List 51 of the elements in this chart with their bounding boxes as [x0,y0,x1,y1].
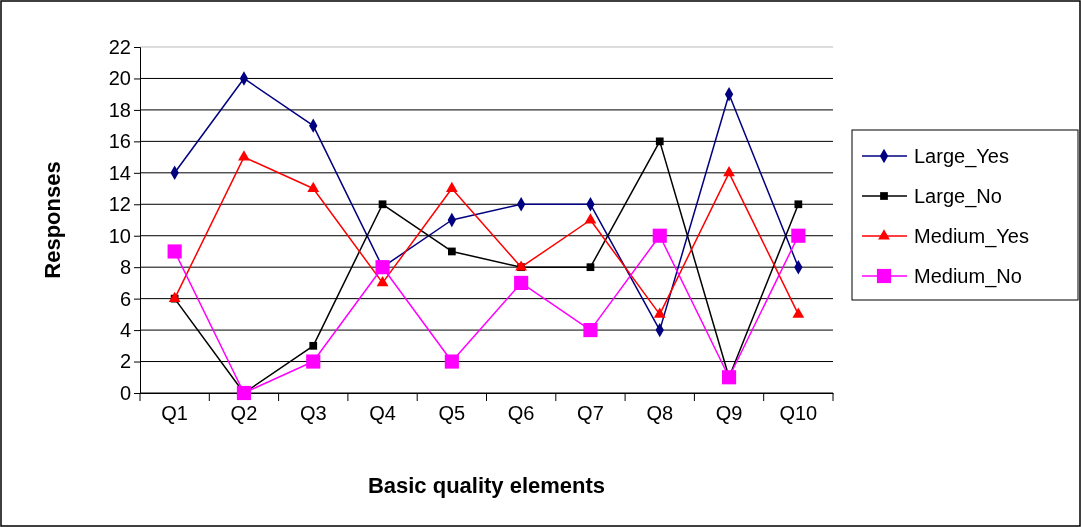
x-tick-label: Q5 [438,402,466,424]
y-tick-label: 10 [108,224,131,247]
point [236,385,252,401]
legend-label: Large_No [914,185,1002,208]
x-tick-label: Q6 [507,402,535,424]
point [653,307,666,318]
point [583,323,598,338]
point [309,341,318,350]
y-tick-label: 14 [108,161,131,184]
y-tick-label: 18 [108,98,131,121]
point [791,228,806,243]
x-tick-label: Q2 [230,402,258,424]
point [167,244,182,259]
point [376,276,389,287]
point [721,370,737,385]
point [652,228,667,243]
y-tick-label: 22 [108,35,131,58]
point [655,137,664,146]
x-axis-title: Basic quality elements [367,473,606,498]
point [307,181,320,192]
point [584,213,597,224]
point [447,247,456,256]
x-tick-label: Q7 [577,402,604,424]
legend-label: Large_Yes [914,145,1009,168]
y-tick-label: 0 [119,381,131,404]
y-tick-label: 20 [108,67,131,90]
y-tick-label: 8 [119,256,131,279]
x-tick-label: Q1 [161,402,188,424]
y-tick-label: 16 [108,130,131,153]
point [238,150,250,161]
point [586,263,595,272]
point [723,166,735,177]
legend-label: Medium_No [914,265,1022,288]
point [794,200,803,209]
x-tick-label: Q10 [779,402,818,424]
x-tick-label: Q4 [369,402,396,424]
y-tick-label: 2 [119,350,131,373]
point [445,181,458,192]
point [514,275,529,290]
point [306,354,321,369]
y-axis-title: Responses [40,161,65,279]
x-tick-label: Q8 [646,402,674,424]
y-tick-label: 4 [119,318,131,341]
legend-label: Medium_Yes [914,225,1029,248]
point [792,307,805,318]
x-tick-label: Q9 [715,402,743,424]
y-tick-label: 6 [119,287,131,310]
x-tick-label: Q3 [299,402,327,424]
point [444,354,459,369]
y-tick-label: 12 [108,193,131,216]
point [378,200,387,209]
